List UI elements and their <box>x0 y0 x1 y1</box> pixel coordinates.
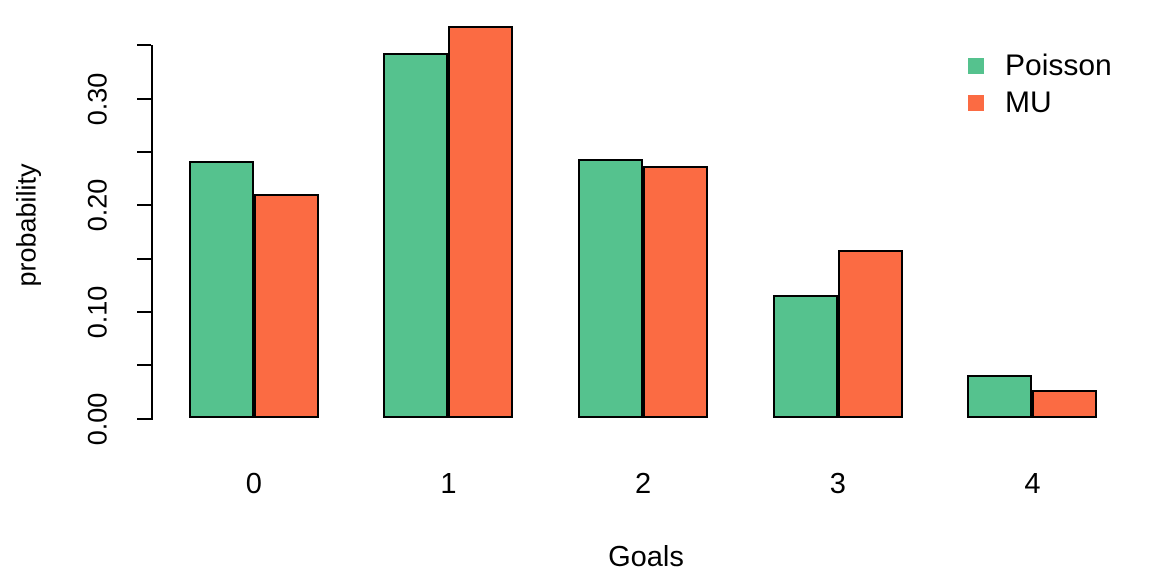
y-axis-tick-label: 0.20 <box>82 179 113 232</box>
bar-poisson-1 <box>383 52 449 419</box>
legend-item-poisson: Poisson <box>968 49 1112 82</box>
bar-poisson-0 <box>188 161 254 419</box>
bar-poisson-3 <box>772 295 838 419</box>
y-axis-tick <box>137 257 151 260</box>
legend-swatch-mu <box>968 94 984 111</box>
y-axis-tick-label: 0.00 <box>82 392 113 445</box>
y-axis-line <box>151 45 153 421</box>
bar-poisson-4 <box>967 374 1033 419</box>
y-axis-tick <box>137 44 151 47</box>
y-axis-tick-label: 0.30 <box>82 72 113 125</box>
y-axis-tick <box>137 151 151 153</box>
y-axis-tick <box>137 364 151 367</box>
x-axis-category-label: 3 <box>829 468 846 500</box>
legend-label-poisson: Poisson <box>1005 49 1112 82</box>
x-axis-category-label: 2 <box>635 468 652 500</box>
x-axis-category-label: 0 <box>245 468 262 500</box>
legend-item-mu: MU <box>968 86 1052 119</box>
y-axis-tick <box>137 97 151 100</box>
bar-mu-1 <box>448 25 514 419</box>
legend-swatch-poisson <box>968 57 984 74</box>
bar-mu-3 <box>837 250 903 419</box>
x-axis-title: Goals <box>608 541 684 573</box>
bar-mu-4 <box>1032 390 1098 419</box>
y-axis-title: probability <box>11 163 42 287</box>
y-axis-tick <box>137 310 151 313</box>
y-axis-tick-label: 0.10 <box>82 285 113 339</box>
x-axis-category-label: 4 <box>1024 468 1041 500</box>
y-axis-tick <box>137 417 151 420</box>
bar-mu-2 <box>643 166 709 419</box>
bar-poisson-2 <box>578 158 644 419</box>
bar-mu-0 <box>253 194 319 419</box>
legend-label-mu: MU <box>1005 86 1052 119</box>
y-axis-tick <box>137 204 151 207</box>
x-axis-category-label: 1 <box>440 468 457 500</box>
